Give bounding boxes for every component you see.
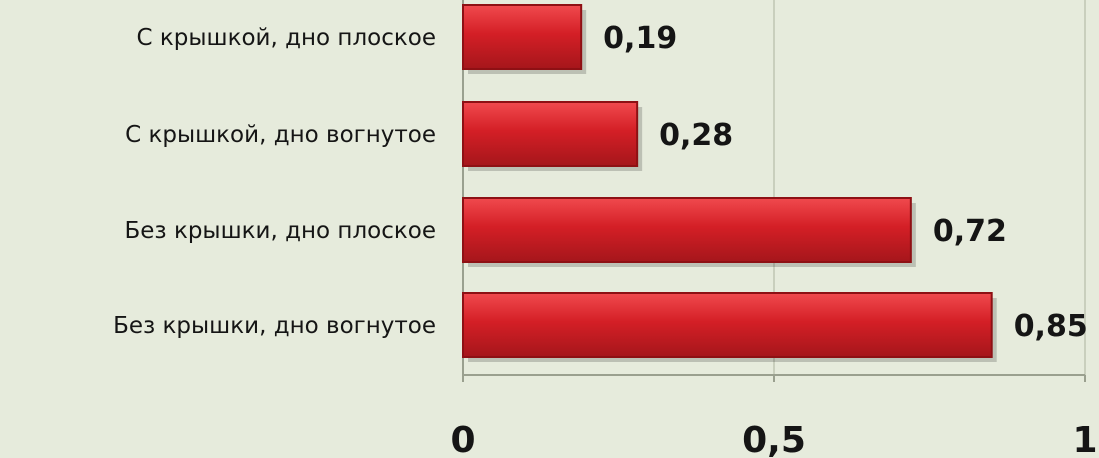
- category-label: Без крышки, дно вогнутое: [113, 313, 436, 339]
- labels: 0 0,5 1 С крышкой, дно плоское 0,19 С крышкой…: [113, 21, 1097, 458]
- bar: [462, 4, 583, 70]
- category-label: С крышкой, дно вогнутое: [125, 122, 436, 148]
- value-label: 0,19: [603, 21, 677, 56]
- x-tick-label: 0,5: [742, 420, 806, 458]
- bar: [462, 101, 639, 167]
- category-label: Без крышки, дно плоское: [124, 218, 436, 244]
- value-label: 0,28: [659, 118, 733, 153]
- x-tick-label: 1: [1072, 420, 1097, 458]
- x-tick-label: 0: [450, 420, 475, 458]
- bar: [462, 292, 993, 358]
- category-label: С крышкой, дно плоское: [137, 25, 437, 51]
- bar: [462, 197, 912, 263]
- value-label: 0,85: [1014, 309, 1088, 344]
- value-label: 0,72: [933, 214, 1007, 249]
- bars: [462, 4, 997, 362]
